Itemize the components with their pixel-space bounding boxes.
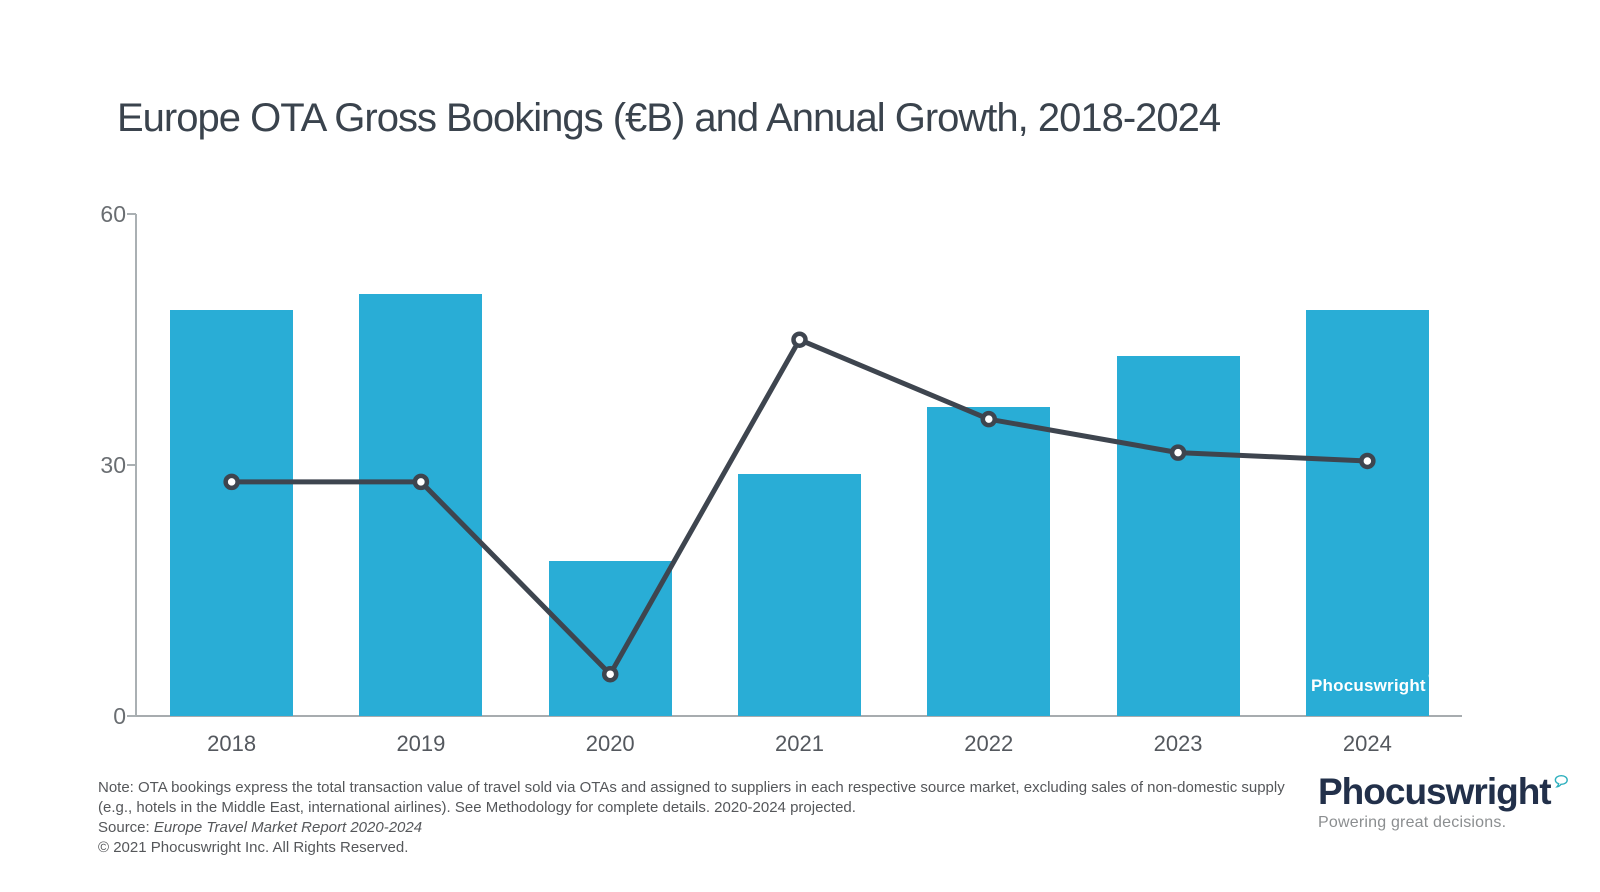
x-axis-label-2019: 2019: [396, 731, 446, 756]
speech-bubble-icon: [1554, 774, 1568, 788]
bar-2020: [548, 561, 672, 716]
phocuswright-logo-text: Phocuswright: [1318, 771, 1552, 812]
bar-2022: [927, 406, 1051, 716]
y-axis-tick-30: [127, 464, 136, 467]
speech-bubble-icon: [1428, 670, 1443, 685]
chart-title: Europe OTA Gross Bookings (€B) and Annua…: [117, 96, 1221, 140]
bar-2018: [170, 310, 294, 716]
x-axis-label-2020: 2020: [585, 731, 635, 756]
bar-2023: [1116, 356, 1240, 716]
logo-tagline: Powering great decisions.: [1318, 814, 1507, 831]
bar-2021: [738, 473, 861, 716]
x-axis-label-2018: 2018: [207, 731, 257, 756]
footnote-source: Source: Europe Travel Market Report 2020…: [98, 819, 423, 836]
x-axis-label-2022: 2022: [964, 731, 1014, 756]
x-axis-label-2024: 2024: [1342, 731, 1392, 756]
y-axis-label-0: 0: [113, 703, 126, 729]
source-report-title: Europe Travel Market Report 2020-2024: [153, 819, 423, 836]
bar-2019: [359, 293, 483, 716]
footnote-copyright: © 2021 Phocuswright Inc. All Rights Rese…: [98, 839, 409, 856]
phocuswright-logo: Phocuswright Powering great decisions.: [1318, 772, 1568, 832]
y-axis-label-30: 30: [100, 452, 126, 479]
y-axis-line: [135, 214, 137, 717]
footnote-note-line1: Note: OTA bookings express the total tra…: [98, 779, 1285, 796]
y-axis-label-60: 60: [100, 201, 126, 228]
y-axis-tick-60: [127, 213, 136, 216]
watermark-logo-text: Phocuswright: [1311, 676, 1426, 695]
x-axis-label-2021: 2021: [775, 731, 824, 756]
x-axis-label-2023: 2023: [1153, 731, 1203, 756]
footnotes: Note: OTA bookings express the total tra…: [98, 778, 1285, 858]
y-axis-tick-0: [127, 715, 136, 717]
watermark-logo: Phocuswright: [1311, 670, 1443, 696]
bar-2024: [1305, 310, 1429, 716]
data-point-2021: [791, 331, 808, 348]
x-axis-line: [128, 715, 1462, 717]
footnote-note-line2: (e.g., hotels in the Middle East, intern…: [98, 799, 856, 816]
